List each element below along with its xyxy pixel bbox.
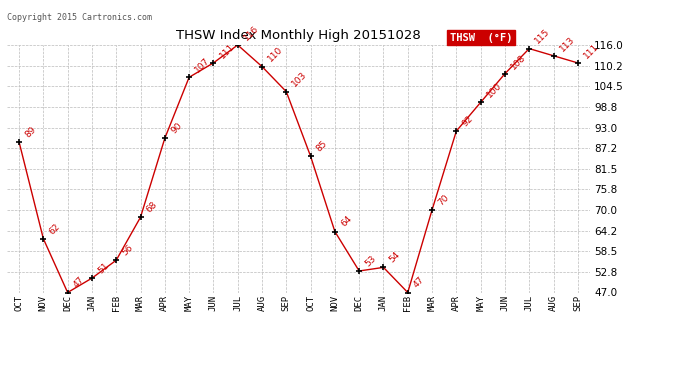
Text: 51: 51 xyxy=(96,261,110,275)
Text: 85: 85 xyxy=(315,139,329,153)
Text: 53: 53 xyxy=(364,254,378,268)
Text: 92: 92 xyxy=(460,114,475,128)
Text: 70: 70 xyxy=(436,193,451,207)
Text: Copyright 2015 Cartronics.com: Copyright 2015 Cartronics.com xyxy=(7,13,152,22)
Text: 100: 100 xyxy=(485,81,504,100)
Text: 64: 64 xyxy=(339,214,353,229)
Text: 111: 111 xyxy=(217,42,236,60)
Text: 90: 90 xyxy=(169,121,184,135)
Text: THSW  (°F): THSW (°F) xyxy=(450,33,513,42)
Text: 107: 107 xyxy=(193,56,212,75)
Text: 62: 62 xyxy=(48,222,62,236)
Text: 54: 54 xyxy=(388,250,402,265)
Text: 113: 113 xyxy=(558,34,576,53)
Text: 110: 110 xyxy=(266,45,285,64)
Text: 108: 108 xyxy=(509,53,528,71)
Text: 47: 47 xyxy=(72,275,86,290)
Text: 47: 47 xyxy=(412,275,426,290)
Text: 103: 103 xyxy=(290,70,309,89)
Text: 68: 68 xyxy=(145,200,159,214)
Text: 115: 115 xyxy=(533,27,552,46)
Text: 89: 89 xyxy=(23,124,38,139)
Text: 116: 116 xyxy=(242,24,260,42)
Text: 56: 56 xyxy=(120,243,135,258)
Text: 111: 111 xyxy=(582,42,600,60)
Title: THSW Index Monthly High 20151028: THSW Index Monthly High 20151028 xyxy=(176,30,421,42)
